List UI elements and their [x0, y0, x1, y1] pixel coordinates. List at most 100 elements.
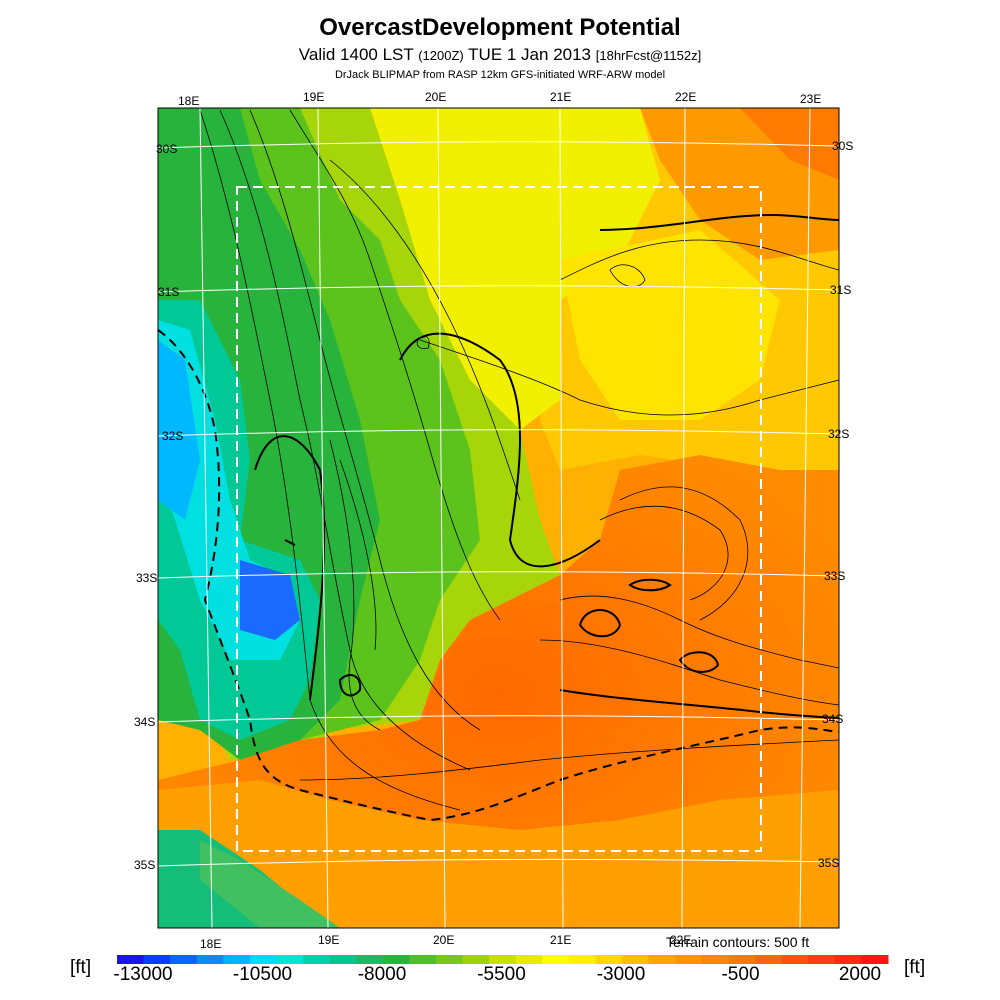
lon-top-21e: 21E [550, 90, 572, 104]
colorbar-tick-label: -3000 [596, 964, 646, 985]
colorbar-swatch [249, 955, 278, 964]
lon-top-23e: 23E [800, 92, 822, 106]
colorbar-swatch [542, 955, 570, 964]
meridian-21e [559, 108, 564, 928]
contour-line [249, 109, 481, 731]
lon-bottom-22e: 22E [670, 933, 692, 947]
colorbar-swatch [755, 955, 783, 964]
colorbar-swatch [117, 955, 145, 964]
colorbar-swatch [675, 955, 703, 964]
colorbar-swatch [223, 955, 251, 964]
contour-line [539, 639, 839, 706]
map-title: OvercastDevelopment Potential [319, 14, 681, 41]
contour-line-major [254, 435, 326, 701]
colorbar-swatch [515, 955, 543, 964]
colorbar-swatch [436, 955, 464, 964]
lat-right-35s: 35S [818, 856, 840, 870]
forecast-info: [18hrFcst@1152z] [595, 48, 702, 63]
contour-line-major [678, 651, 720, 673]
coastline-path [158, 329, 839, 822]
parallel-33s [158, 571, 839, 579]
colorbar-swatch [808, 955, 836, 964]
contour-line-major [559, 689, 839, 719]
colorbar-unit-left: [ft] [70, 957, 92, 978]
colorbar-swatch [276, 955, 304, 964]
lat-right-32s: 32S [828, 427, 850, 441]
meridian-22e [681, 108, 686, 928]
field-orange-coast [158, 780, 839, 928]
coastline [158, 329, 839, 822]
colorbar-swatch [303, 955, 331, 964]
colorbar-swatch [170, 955, 198, 964]
colorbar-tick-label: -13000 [113, 964, 173, 985]
contour-line [289, 109, 501, 621]
lat-left-30s: 30S [156, 142, 178, 156]
contour-line [299, 739, 839, 781]
parallel-32s [158, 429, 839, 437]
parallel-34s [158, 715, 839, 723]
contour-line-major [599, 213, 839, 231]
colorbar-swatch [648, 955, 676, 964]
contour-line-major [338, 674, 362, 697]
field-lightblue-coast [158, 340, 200, 520]
lon-top-22e: 22E [675, 90, 697, 104]
lon-bottom-21e: 21E [550, 933, 572, 947]
lon-bottom-19e: 19E [318, 933, 340, 947]
colorbar-swatch [781, 955, 809, 964]
colorbar-tick-label: -8000 [357, 964, 407, 985]
valid-time: Valid 1400 LST [298, 45, 414, 64]
colorbar-swatch [568, 955, 597, 964]
colorbar-swatch [462, 955, 490, 964]
inner-domain-box [236, 186, 762, 852]
colorbar-swatch [196, 955, 224, 964]
parallel-35s [158, 858, 839, 867]
colorbar-swatch [834, 955, 862, 964]
meridian-23e [799, 108, 811, 928]
contour-line [339, 459, 377, 651]
contour-line [559, 595, 839, 669]
lat-right-33s: 33S [824, 569, 846, 583]
colorbar-tick-label: -5500 [477, 964, 526, 985]
contour-line [609, 264, 646, 287]
plot-frame [157, 107, 840, 929]
map-subtitle: Valid 1400 LST (1200Z) TUE 1 Jan 2013 [1… [0, 45, 1000, 65]
colorbar-swatch [143, 955, 171, 964]
colorbar-swatch [622, 955, 650, 964]
lon-bottom-20e: 20E [433, 933, 455, 947]
contour-line-major [578, 609, 622, 638]
zulu-time: (1200Z) [418, 48, 464, 63]
colorbar-swatch [489, 955, 517, 964]
colorbar-swatch [382, 955, 410, 964]
field-orange-ne-deep [740, 108, 839, 180]
lat-left-31s: 31S [158, 285, 180, 299]
lon-top-20e: 20E [425, 90, 447, 104]
contour-line-major [284, 539, 296, 546]
contour-line [329, 159, 521, 501]
field-layer [158, 108, 839, 928]
contour-line-major [399, 332, 601, 568]
contour-line [599, 505, 729, 601]
lat-right-34s: 34S [822, 712, 844, 726]
colorbar-tick-label: 2000 [838, 964, 882, 985]
colorbar [117, 955, 889, 964]
contour-line-major [628, 578, 672, 592]
colorbar-swatch [861, 955, 889, 964]
meridian-20e [437, 108, 446, 928]
field-green-sw-inner [200, 840, 340, 928]
field-blue-low [240, 560, 300, 640]
lat-left-32s: 32S [162, 429, 184, 443]
contour-line [199, 109, 461, 811]
colorbar-tick-label: -500 [721, 964, 760, 985]
lat-right-30s: 30S [832, 139, 854, 153]
lat-left-33s: 33S [136, 571, 158, 585]
colorbar-swatch [329, 955, 357, 964]
lat-left-35s: 35S [134, 858, 156, 872]
contour-line [619, 486, 749, 621]
colorbar-tick-label: -10500 [232, 964, 293, 985]
lat-left-34s: 34S [134, 715, 156, 729]
lon-top-18e: 18E [178, 94, 200, 108]
colorbar-swatch [701, 955, 729, 964]
terrain-contours-major [254, 213, 839, 719]
field-yellow-central [370, 108, 660, 430]
